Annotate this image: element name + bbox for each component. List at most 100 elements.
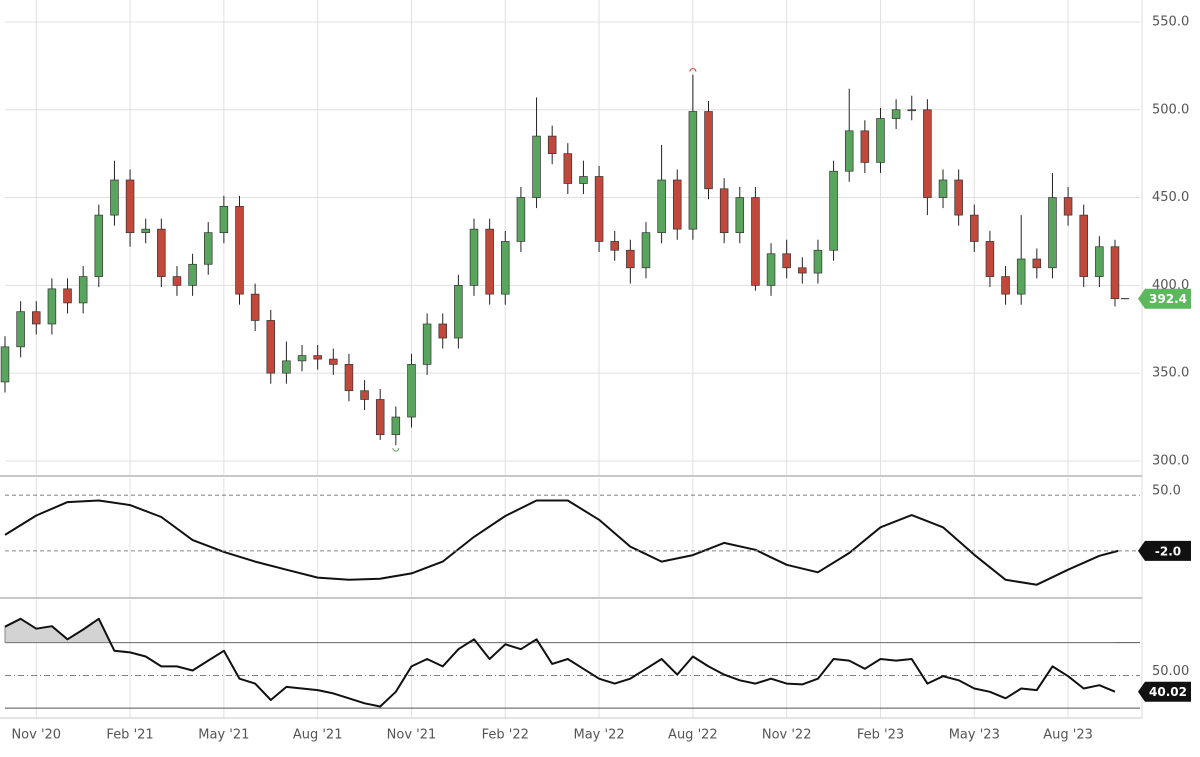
candle-body: [970, 214, 979, 242]
candle-body: [125, 179, 135, 234]
candle-body: [94, 214, 104, 277]
candle-body: [157, 228, 166, 277]
x-tick-label: Aug '23: [1043, 728, 1093, 743]
x-tick-label: May '23: [949, 728, 1000, 743]
candle-body: [344, 364, 354, 392]
y-tick-label: 450.0: [1152, 190, 1189, 205]
candle-body: [860, 130, 870, 163]
candle-body: [516, 197, 526, 242]
x-tick-label: May '21: [198, 728, 249, 743]
low-marker: [392, 448, 400, 452]
candle-body: [329, 358, 338, 365]
last-price-tag: [1138, 288, 1191, 309]
x-tick-label: Nov '21: [387, 728, 437, 743]
candle-body: [829, 170, 838, 251]
candle-body: [641, 232, 651, 269]
candle-body: [751, 197, 760, 286]
candle-body: [907, 109, 917, 112]
candle-body: [891, 109, 901, 119]
last-value-label: 40.02: [1149, 685, 1187, 699]
candle-body: [485, 228, 494, 295]
candle-body: [1079, 214, 1088, 277]
candle-body: [1110, 246, 1120, 300]
last-price-label: 392.4: [1149, 292, 1187, 306]
candle-body: [704, 111, 713, 190]
candle-body: [719, 188, 729, 234]
candle-body: [375, 399, 385, 435]
candle-body: [735, 197, 745, 234]
high-marker: [689, 68, 697, 72]
candle-body: [1001, 276, 1010, 295]
candle-body: [141, 228, 150, 234]
y-tick-label: 300.0: [1152, 453, 1189, 468]
candle-body: [172, 276, 182, 286]
candle-body: [798, 267, 807, 274]
candle-body: [266, 320, 276, 374]
candle-body: [78, 276, 88, 304]
x-tick-label: Feb '21: [106, 728, 153, 743]
candle-body: [422, 323, 432, 365]
y-tick-label: 350.0: [1152, 366, 1189, 381]
candle-body: [688, 111, 698, 230]
candle-body: [0, 346, 10, 383]
candle-body: [626, 249, 635, 269]
candle-body: [407, 364, 416, 418]
candle-body: [16, 311, 25, 348]
candle-body: [985, 241, 995, 277]
x-tick-label: Aug '21: [293, 728, 343, 743]
last-value-tag: [1138, 540, 1191, 561]
candle-body: [672, 179, 682, 230]
candle-body: [501, 241, 510, 295]
x-tick-label: Nov '20: [11, 728, 61, 743]
y-tick-label: 550.0: [1152, 14, 1189, 29]
candle-body: [610, 241, 619, 251]
x-tick-label: Feb '23: [857, 728, 904, 743]
candle-body: [1095, 246, 1104, 277]
candle-body: [766, 253, 776, 286]
candle-body: [110, 179, 119, 216]
candle-body: [219, 205, 229, 234]
indicator-line: [4, 499, 1119, 586]
candle-body: [954, 179, 963, 216]
y-tick-label: 50.00: [1152, 664, 1189, 679]
candle-body: [188, 263, 197, 286]
candle-body: [203, 232, 213, 265]
x-tick-label: Feb '22: [482, 728, 529, 743]
candle-body: [532, 135, 541, 198]
candle-body: [547, 135, 557, 155]
candle-body: [813, 249, 823, 274]
candle-body: [282, 360, 291, 374]
candle-body: [1016, 258, 1026, 295]
candle-body: [391, 416, 401, 435]
candle-body: [250, 293, 260, 321]
candle-body: [1063, 197, 1073, 216]
candle-body: [454, 285, 463, 339]
candle-body: [876, 118, 885, 163]
candle-body: [782, 253, 791, 269]
candle-body: [844, 130, 854, 172]
candle-body: [63, 288, 72, 304]
last-value-tag: [1138, 681, 1191, 702]
x-tick-label: May '22: [574, 728, 625, 743]
overbought-area: [4, 618, 1116, 643]
indicator-line: [4, 617, 1116, 708]
candle-body: [360, 390, 369, 400]
candle-body: [594, 176, 604, 242]
candle-body: [563, 153, 573, 184]
candle-body: [438, 323, 447, 339]
candle-body: [579, 176, 588, 184]
candle-body: [297, 355, 307, 362]
candle-body: [657, 179, 666, 234]
candle-body: [469, 228, 479, 286]
candle-body: [32, 311, 41, 325]
last-value-label: -2.0: [1155, 544, 1181, 558]
candle-body: [938, 179, 948, 198]
y-tick-label: 50.0: [1152, 484, 1181, 499]
candle-body: [1032, 258, 1042, 269]
candle-body: [923, 109, 932, 198]
x-tick-label: Aug '22: [668, 728, 718, 743]
candle-body: [47, 288, 57, 325]
candle-body: [235, 205, 244, 295]
y-tick-label: 500.0: [1152, 102, 1189, 117]
